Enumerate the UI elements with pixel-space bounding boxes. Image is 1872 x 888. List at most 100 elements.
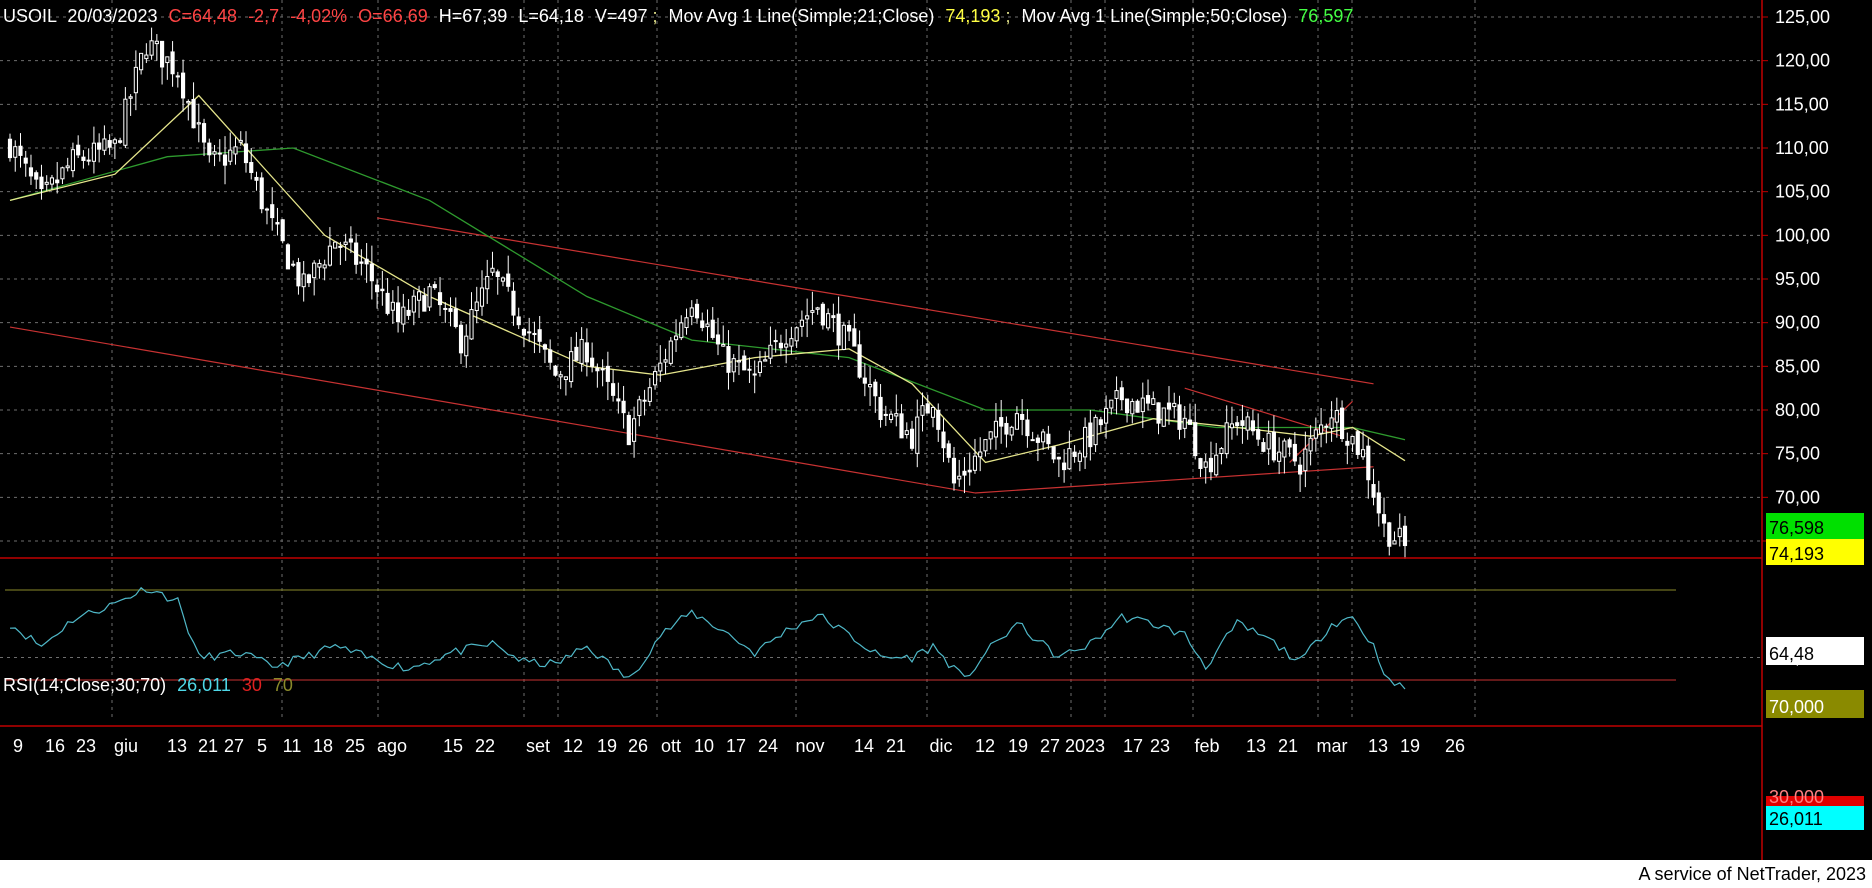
candle bbox=[616, 382, 621, 414]
candle-body bbox=[600, 368, 605, 371]
candle-body bbox=[443, 307, 448, 310]
x-tick-label: set bbox=[526, 736, 550, 756]
candle bbox=[186, 99, 191, 121]
candle bbox=[1298, 457, 1303, 493]
candle bbox=[380, 270, 385, 306]
candle bbox=[747, 357, 752, 384]
candle bbox=[217, 139, 222, 162]
candle-body bbox=[1261, 442, 1266, 452]
candle-body bbox=[642, 399, 647, 402]
candle bbox=[1371, 468, 1376, 506]
candle-body bbox=[1030, 439, 1035, 442]
candle bbox=[1124, 398, 1130, 423]
candle bbox=[726, 330, 731, 390]
candle-body bbox=[1214, 454, 1219, 476]
candle-body bbox=[170, 51, 175, 75]
x-tick-label: 13 bbox=[1368, 736, 1388, 756]
candle-body bbox=[1298, 464, 1303, 475]
candle bbox=[1161, 407, 1166, 428]
candle-body bbox=[306, 274, 312, 284]
x-tick-label: 19 bbox=[597, 736, 617, 756]
candle bbox=[238, 131, 243, 146]
x-tick-label: 27 bbox=[1040, 736, 1060, 756]
candle bbox=[784, 329, 789, 364]
candle bbox=[652, 365, 658, 390]
candle-body bbox=[49, 177, 55, 185]
candle-body bbox=[1156, 402, 1161, 424]
candle-body bbox=[862, 377, 867, 384]
candle bbox=[485, 259, 490, 304]
candle bbox=[1004, 416, 1009, 448]
candle-body bbox=[768, 344, 773, 359]
candle bbox=[605, 351, 610, 401]
candle bbox=[794, 326, 799, 348]
candle-body bbox=[736, 360, 742, 363]
candle bbox=[569, 336, 574, 388]
candle-body bbox=[249, 162, 254, 173]
candle bbox=[165, 56, 170, 80]
candle bbox=[65, 157, 70, 172]
grid bbox=[0, 0, 1762, 720]
candle-body bbox=[1287, 439, 1292, 448]
candle-body bbox=[180, 72, 186, 99]
candle-body bbox=[637, 399, 642, 416]
candle-body bbox=[1119, 387, 1124, 401]
candle-body bbox=[1182, 417, 1187, 429]
candle bbox=[873, 379, 878, 413]
candle-body bbox=[1093, 416, 1098, 446]
candle-body bbox=[191, 99, 196, 129]
rsi-value-box: 26,011 bbox=[1766, 806, 1864, 830]
x-tick-label: 21 bbox=[886, 736, 906, 756]
candle bbox=[1355, 429, 1360, 459]
candle bbox=[1119, 380, 1124, 410]
candle-body bbox=[107, 140, 112, 148]
price-tick-label: 75,00 bbox=[1775, 444, 1820, 464]
candle-body bbox=[364, 258, 369, 265]
candle-body bbox=[359, 261, 364, 264]
candle-body bbox=[836, 313, 841, 346]
candle-body bbox=[1387, 522, 1392, 547]
ma50-value-box: 76,598 bbox=[1766, 513, 1864, 539]
x-tick-label: 17 bbox=[726, 736, 746, 756]
candle bbox=[1303, 431, 1308, 488]
candle bbox=[354, 233, 359, 274]
candle-body bbox=[1135, 400, 1140, 413]
candle-body bbox=[238, 139, 243, 143]
candle bbox=[1083, 417, 1088, 469]
candle bbox=[396, 286, 401, 333]
candle bbox=[930, 406, 936, 428]
candle bbox=[333, 241, 338, 249]
candle-body bbox=[333, 241, 338, 249]
candle bbox=[76, 135, 81, 159]
candle bbox=[343, 233, 348, 261]
stock-chart[interactable]: 125,00 120,00 115,00 110,00 105,00 100,00 95,0… bbox=[0, 0, 1872, 860]
candle-body bbox=[458, 324, 464, 354]
candle-body bbox=[474, 301, 479, 312]
candle-body bbox=[1062, 462, 1067, 471]
candle bbox=[107, 134, 112, 155]
candle bbox=[1166, 386, 1172, 425]
candle-body bbox=[978, 451, 983, 458]
candle bbox=[196, 103, 201, 143]
candle bbox=[962, 457, 967, 494]
x-tick-label: 13 bbox=[1246, 736, 1266, 756]
candle-body bbox=[925, 403, 930, 414]
candle-body bbox=[778, 342, 783, 349]
x-tick-label: 17 bbox=[1123, 736, 1143, 756]
ma21-value-box-text: 74,193 bbox=[1769, 544, 1824, 564]
candle bbox=[1088, 410, 1093, 461]
candle bbox=[427, 283, 432, 312]
candle bbox=[212, 144, 217, 167]
candle bbox=[847, 320, 852, 342]
candle bbox=[201, 118, 207, 157]
candle bbox=[301, 260, 306, 302]
candle-body bbox=[243, 143, 249, 164]
candle-body bbox=[1245, 416, 1250, 431]
candle bbox=[637, 395, 642, 427]
x-tick-label: 12 bbox=[975, 736, 995, 756]
candle-body bbox=[841, 324, 846, 350]
candle-body bbox=[1140, 397, 1145, 413]
candle-body bbox=[280, 219, 285, 242]
candle-body bbox=[322, 264, 327, 269]
candle bbox=[13, 140, 18, 172]
